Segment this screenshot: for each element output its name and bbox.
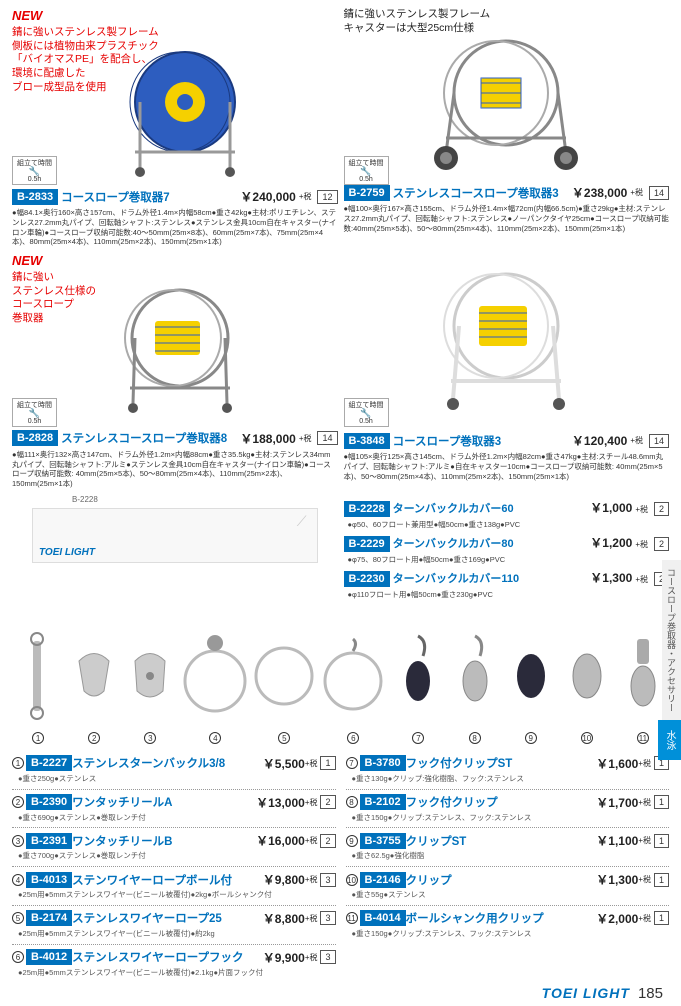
product-cell: 錆に強いステンレス製フレーム キャスターは大型25cm仕様 [344, 8, 670, 247]
box-qty: 2 [654, 537, 669, 551]
product-name: ターンバックルカバー110 [393, 570, 588, 586]
product-code: B-2390 [26, 794, 72, 810]
product-price: ￥1,200 [590, 534, 632, 551]
product-code: B-2833 [12, 189, 58, 205]
assembly-badge: 組立て時間🔧0.5h [12, 156, 57, 185]
product-name: ステンレスワイヤーロープフック [72, 949, 263, 965]
product-code: B-2230 [344, 571, 390, 587]
product-code: B-2229 [344, 536, 390, 552]
side-section: 水泳 [658, 720, 681, 760]
product-code: B-3848 [344, 433, 390, 449]
product-spec: ●幅100×奥行167×高さ155cm、ドラム外径1.4m×幅72cm(内幅66… [344, 204, 670, 233]
product-code: B-2227 [26, 755, 72, 771]
product-spec: ●幅111×奥行132×高さ147cm、ドラム外径1.2m×内幅88cm●重さ3… [12, 450, 338, 489]
product-name: ワンタッチリールB [72, 833, 256, 849]
product-spec: ●φ110フロート用●幅50cm●重さ230g●PVC [344, 589, 670, 600]
accessory-list-left: 1B-2227ステンレスターンバックル3/8￥5,500+税1 ●重さ250g●… [12, 746, 336, 978]
product-code: B-4014 [360, 910, 406, 926]
side-category: コースロープ巻取器・アクセサリー [662, 560, 681, 720]
assembly-badge: 組立て時間🔧0.5h [344, 156, 389, 185]
accessory-list-right: 7B-3780フック付クリップST￥1,600+税1 ●重さ130g●クリップ:… [346, 746, 670, 978]
product-name: ボールシャンク用クリップ [406, 910, 597, 926]
accessory-images: 1 2 3 4 5 6 7 8 9 10 11 [12, 606, 669, 746]
product-cell: NEW 錆に強い ステンレス仕様の コースロープ 巻取器 [12, 253, 338, 489]
product-name: コースロープ巻取器7 [61, 189, 237, 205]
product-name: ステンワイヤーロープボール付 [72, 872, 263, 888]
product-name: ステンレスターンバックル3/8 [72, 755, 263, 771]
product-price: ￥188,000 [240, 430, 295, 447]
product-image [344, 253, 670, 428]
product-code: B-3755 [360, 833, 406, 849]
product-name: コースロープ巻取器3 [393, 433, 569, 449]
product-name: クリップST [406, 833, 597, 849]
assembly-badge: 組立て時間🔧0.5h [344, 398, 389, 427]
product-spec: ●φ50、60フロート兼用型●幅50cm●重さ138g●PVC [344, 519, 670, 530]
page-number: 185 [638, 985, 663, 1002]
product-price: ￥1,300 [590, 569, 632, 586]
product-code: B-2228 [344, 501, 390, 517]
box-qty: 2 [654, 502, 669, 516]
product-price: ￥1,000 [590, 499, 632, 516]
product-code: B-2146 [360, 872, 406, 888]
product-cell: 組立て時間🔧0.5h B-3848 コースロープ巻取器3 ￥120,400+税 … [344, 253, 670, 489]
assembly-badge: 組立て時間🔧0.5h [12, 398, 57, 427]
product-name: フック付クリップST [406, 755, 597, 771]
product-code: B-2828 [12, 430, 58, 446]
product-code: B-2759 [344, 185, 390, 201]
cover-image: B-2228 TOEI LIGHT ⟋ [12, 495, 338, 600]
product-code: B-2174 [26, 910, 72, 926]
product-cell: NEW 錆に強いステンレス製フレーム 側板には植物由来プラスチック 「バイオマス… [12, 8, 338, 247]
product-name: フック付クリップ [406, 794, 597, 810]
product-spec: ●幅84.1×奥行160×高さ157cm、ドラム外径1.4m×内幅58cm●重さ… [12, 208, 338, 247]
box-qty: 14 [317, 431, 337, 445]
product-name: ターンバックルカバー80 [393, 535, 588, 551]
product-desc: 錆に強いステンレス製フレーム キャスターは大型25cm仕様 [344, 8, 670, 35]
product-name: ステンレスコースロープ巻取器3 [393, 185, 569, 201]
product-code: B-4013 [26, 872, 72, 888]
new-badge: NEW [12, 8, 42, 23]
brand-logo: TOEI LIGHT [542, 985, 630, 1001]
product-code: B-2391 [26, 833, 72, 849]
product-name: ターンバックルカバー60 [393, 500, 588, 516]
product-spec: ●幅105×奥行125×高さ145cm、ドラム外径1.2m×内幅82cm●重さ4… [344, 452, 670, 481]
product-code: B-3780 [360, 755, 406, 771]
product-name: ワンタッチリールA [72, 794, 256, 810]
product-name: ステンレスワイヤーロープ25 [72, 910, 263, 926]
product-name: クリップ [406, 872, 597, 888]
box-qty: 14 [649, 186, 669, 200]
product-price: ￥240,000 [240, 188, 295, 205]
product-name: ステンレスコースロープ巻取器8 [61, 430, 237, 446]
product-spec: ●φ75、80フロート用●幅50cm●重さ169g●PVC [344, 554, 670, 565]
product-code: B-2102 [360, 794, 406, 810]
box-qty: 14 [649, 434, 669, 448]
product-code: B-4012 [26, 949, 72, 965]
product-image [344, 35, 670, 180]
product-price: ￥120,400 [572, 432, 627, 449]
product-price: ￥238,000 [572, 184, 627, 201]
new-badge: NEW [12, 253, 42, 268]
box-qty: 12 [317, 190, 337, 204]
